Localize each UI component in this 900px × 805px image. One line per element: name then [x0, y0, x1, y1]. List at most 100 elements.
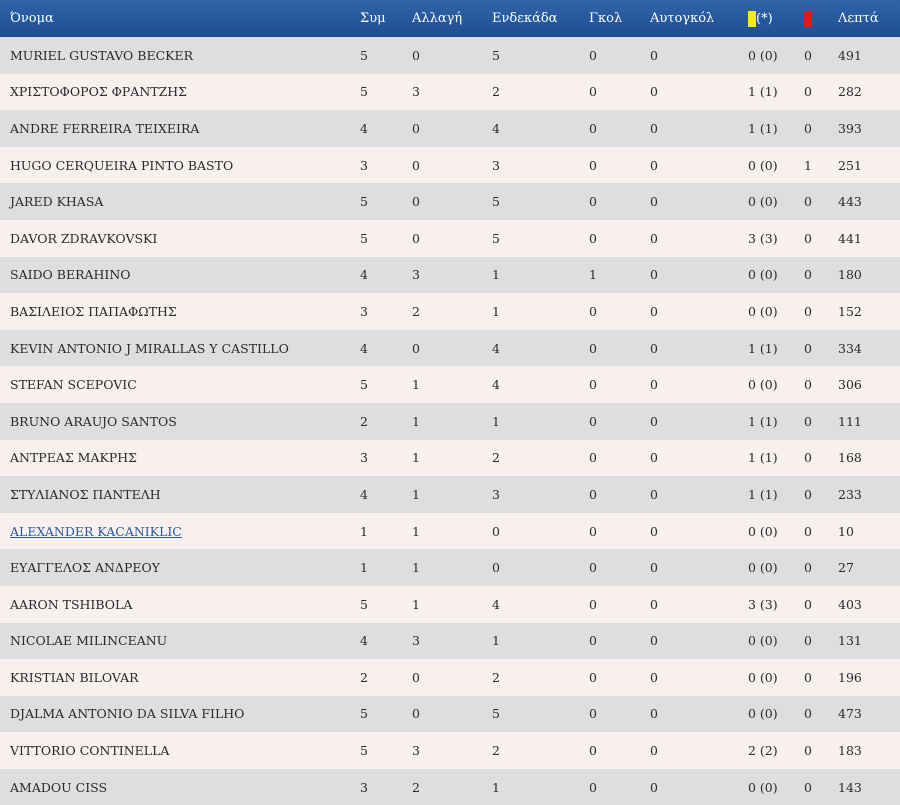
cell-goals: 0 — [589, 47, 597, 63]
cell-goals: 0 — [589, 120, 597, 136]
cell-yellow: 1 (1) — [748, 84, 778, 100]
cell-red: 0 — [804, 450, 812, 466]
cell-minutes: 152 — [838, 303, 862, 319]
cell-own-goals: 0 — [650, 486, 658, 502]
cell-red: 0 — [804, 560, 812, 576]
cell-lineup: 4 — [492, 377, 500, 393]
player-name-cell: ΒΑΣΙΛΕΙΟΣ ΠΑΠΑΦΩΤΗΣ — [10, 303, 177, 319]
header-goals[interactable]: Γκολ — [589, 11, 623, 26]
header-red-cards[interactable] — [804, 0, 838, 37]
player-name-cell: HUGO CERQUEIRA PINTO BASTO — [10, 157, 234, 173]
player-name-cell: JARED KHASA — [10, 194, 104, 210]
cell-red: 0 — [804, 413, 812, 429]
header-sub[interactable]: Αλλαγή — [412, 11, 463, 26]
table-row: MURIEL GUSTAVO BECKER 5 0 5 0 0 0 (0) 0 491 — [0, 37, 900, 74]
header-own-goals[interactable]: Αυτογκόλ — [650, 11, 715, 26]
cell-red: 0 — [804, 669, 812, 685]
cell-apps: 3 — [360, 779, 368, 795]
cell-own-goals: 0 — [650, 450, 658, 466]
cell-minutes: 168 — [838, 450, 862, 466]
cell-minutes: 180 — [838, 267, 862, 283]
cell-own-goals: 0 — [650, 267, 658, 283]
cell-minutes: 131 — [838, 633, 862, 649]
player-name-cell: ΣΤΥΛΙΑΝΟΣ ΠΑΝΤΕΛΗ — [10, 486, 161, 502]
cell-lineup: 2 — [492, 669, 500, 685]
cell-minutes: 473 — [838, 706, 862, 722]
cell-red: 0 — [804, 377, 812, 393]
cell-red: 0 — [804, 633, 812, 649]
player-name-cell: ΑΝΤΡΕΑΣ ΜΑΚΡΗΣ — [10, 450, 137, 466]
header-minutes[interactable]: Λεπτά — [838, 11, 879, 26]
cell-goals: 0 — [589, 377, 597, 393]
table-row: NICOLAE MILINCEANU 4 3 1 0 0 0 (0) 0 131 — [0, 622, 900, 660]
cell-minutes: 443 — [838, 194, 862, 210]
cell-red: 0 — [804, 267, 812, 283]
cell-sub: 1 — [412, 486, 420, 502]
cell-sub: 3 — [412, 267, 420, 283]
cell-red: 0 — [804, 194, 812, 210]
cell-lineup: 2 — [492, 84, 500, 100]
cell-sub: 0 — [412, 194, 420, 210]
cell-sub: 3 — [412, 743, 420, 759]
cell-apps: 5 — [360, 743, 368, 759]
cell-red: 0 — [804, 486, 812, 502]
cell-yellow: 0 (0) — [748, 377, 778, 393]
header-row: Όνομα Συμ Αλλαγή Ενδεκάδα Γκολ Αυτογκόλ … — [0, 0, 900, 37]
cell-own-goals: 0 — [650, 157, 658, 173]
header-apps[interactable]: Συμ — [360, 11, 386, 26]
header-name[interactable]: Όνομα — [10, 11, 54, 26]
cell-red: 0 — [804, 706, 812, 722]
table-row: DJALMA ANTONIO DA SILVA FILHO 5 0 5 0 0 0 (0) 0… — [0, 695, 900, 733]
cell-lineup: 5 — [492, 47, 500, 63]
cell-yellow: 0 (0) — [748, 47, 778, 63]
cell-apps: 5 — [360, 377, 368, 393]
cell-minutes: 196 — [838, 669, 862, 685]
cell-own-goals: 0 — [650, 560, 658, 576]
cell-own-goals: 0 — [650, 706, 658, 722]
player-name-cell[interactable]: ALEXANDER KACANIKLIC — [0, 513, 360, 550]
player-name-cell: DJALMA ANTONIO DA SILVA FILHO — [10, 706, 245, 722]
cell-own-goals: 0 — [650, 413, 658, 429]
cell-lineup: 0 — [492, 560, 500, 576]
cell-yellow: 0 (0) — [748, 157, 778, 173]
cell-red: 0 — [804, 743, 812, 759]
player-name-cell: KEVIN ANTONIO J MIRALLAS Y CASTILLO — [10, 340, 289, 356]
cell-goals: 0 — [589, 303, 597, 319]
cell-apps: 5 — [360, 596, 368, 612]
cell-yellow: 1 (1) — [748, 486, 778, 502]
cell-goals: 0 — [589, 633, 597, 649]
cell-goals: 0 — [589, 413, 597, 429]
cell-goals: 0 — [589, 340, 597, 356]
cell-yellow: 0 (0) — [748, 706, 778, 722]
header-yellow-cards[interactable]: (*) — [748, 0, 804, 37]
player-name-cell: AARON TSHIBOLA — [10, 596, 133, 612]
cell-own-goals: 0 — [650, 47, 658, 63]
table-row: ΣΤΥΛΙΑΝΟΣ ΠΑΝΤΕΛΗ 4 1 3 0 0 1 (1) 0 233 — [0, 476, 900, 513]
cell-goals: 0 — [589, 84, 597, 100]
table-row: ΒΑΣΙΛΕΙΟΣ ΠΑΠΑΦΩΤΗΣ 3 2 1 0 0 0 (0) 0 152 — [0, 293, 900, 330]
cell-sub: 3 — [412, 84, 420, 100]
cell-own-goals: 0 — [650, 669, 658, 685]
cell-goals: 0 — [589, 560, 597, 576]
header-lineup[interactable]: Ενδεκάδα — [492, 11, 558, 26]
cell-own-goals: 0 — [650, 84, 658, 100]
cell-goals: 0 — [589, 450, 597, 466]
table-row: ΕΥΑΓΓΕΛΟΣ ΑΝΔΡΕΟΥ 1 1 0 0 0 0 (0) 0 27 — [0, 549, 900, 586]
cell-sub: 1 — [412, 377, 420, 393]
table-row: JARED KHASA 5 0 5 0 0 0 (0) 0 443 — [0, 183, 900, 220]
cell-sub: 0 — [412, 157, 420, 173]
cell-apps: 1 — [360, 560, 368, 576]
cell-sub: 2 — [412, 303, 420, 319]
player-name-link[interactable]: ALEXANDER KACANIKLIC — [10, 523, 182, 539]
cell-own-goals: 0 — [650, 743, 658, 759]
table-row: ANDRE FERREIRA TEIXEIRA 4 0 4 0 0 1 (1) 0 393 — [0, 110, 900, 147]
cell-apps: 3 — [360, 157, 368, 173]
cell-apps: 4 — [360, 267, 368, 283]
player-name-cell: STEFAN SCEPOVIC — [10, 377, 137, 393]
cell-lineup: 1 — [492, 303, 500, 319]
header-yellow-suffix: (*) — [756, 11, 773, 26]
cell-goals: 0 — [589, 743, 597, 759]
cell-lineup: 5 — [492, 230, 500, 246]
cell-goals: 0 — [589, 706, 597, 722]
cell-goals: 0 — [589, 596, 597, 612]
